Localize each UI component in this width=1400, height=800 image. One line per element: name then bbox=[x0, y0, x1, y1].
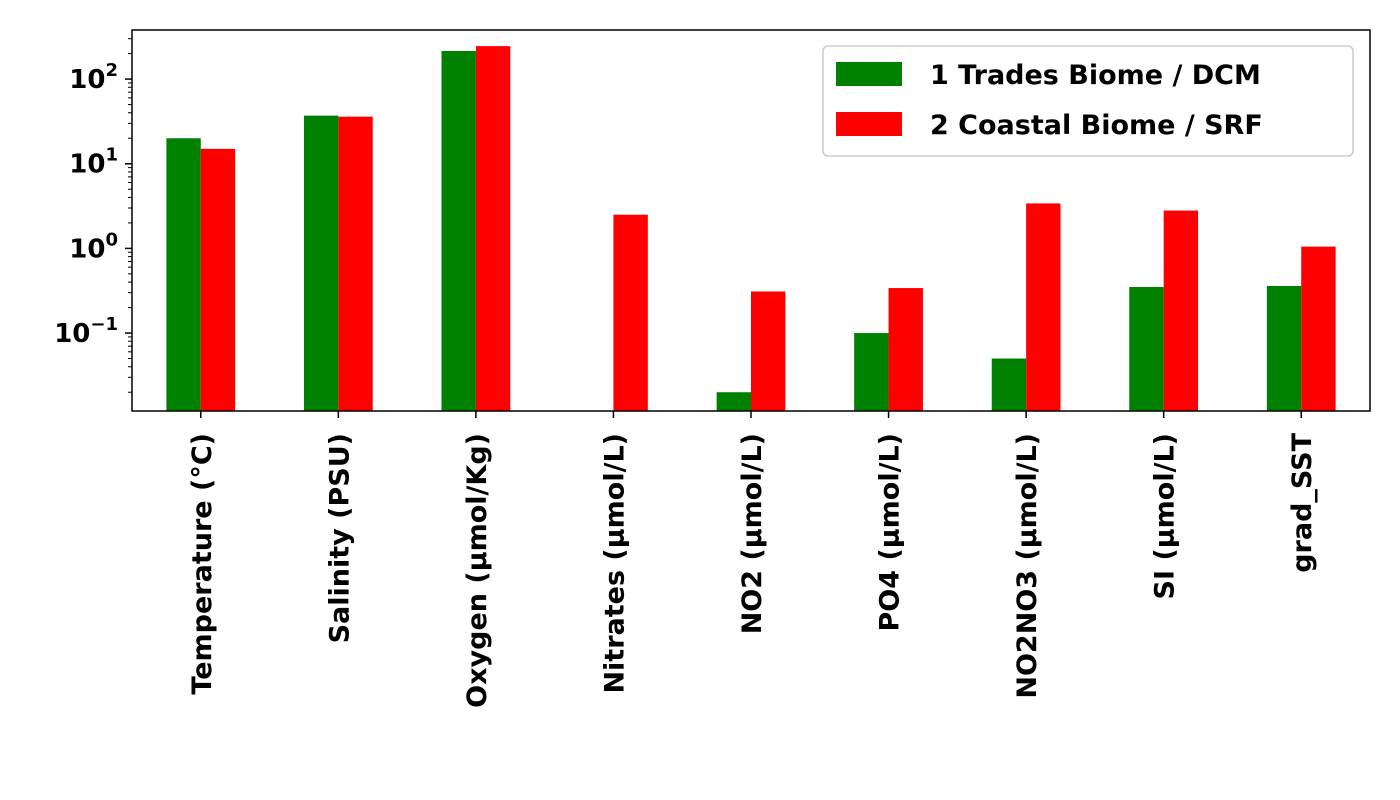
y-axis: 10−1 100 101 102 bbox=[54, 38, 132, 393]
bar-1-5 bbox=[716, 392, 751, 411]
bar-1-2 bbox=[303, 115, 339, 411]
x-category-label: Oxygen (μmol/Kg) bbox=[462, 433, 493, 708]
x-category-label: grad_SST bbox=[1287, 432, 1318, 572]
bar-1-1 bbox=[166, 138, 201, 412]
bar-2-4 bbox=[613, 214, 648, 411]
bar-1-7 bbox=[991, 358, 1027, 411]
legend-swatch-1 bbox=[836, 62, 902, 86]
x-category-label: Nitrates (μmol/L) bbox=[599, 433, 630, 694]
x-axis: Temperature (°C) Salinity (PSU) Oxygen (μm… bbox=[187, 411, 1318, 708]
y-tick-label: 102 bbox=[69, 60, 118, 95]
bar-1-3 bbox=[441, 50, 476, 411]
x-category-label: SI (μmol/L) bbox=[1150, 433, 1181, 599]
y-tick-label: 100 bbox=[69, 229, 118, 264]
x-category-label: NO2NO3 (μmol/L) bbox=[1012, 433, 1043, 699]
legend-label-1: 1 Trades Biome / DCM bbox=[930, 60, 1261, 91]
bar-2-7 bbox=[1026, 203, 1061, 411]
x-category-label: PO4 (μmol/L) bbox=[875, 433, 906, 631]
x-category-label: Salinity (PSU) bbox=[324, 433, 355, 643]
bar-1-9 bbox=[1266, 285, 1302, 411]
bar-1-6 bbox=[854, 333, 889, 411]
bar-2-3 bbox=[475, 46, 511, 412]
y-tick-label: 101 bbox=[69, 145, 118, 180]
bars-layer bbox=[166, 46, 1336, 412]
bar-2-5 bbox=[751, 291, 786, 411]
x-category-label: NO2 (μmol/L) bbox=[737, 433, 768, 634]
y-tick-label: 10−1 bbox=[54, 314, 118, 349]
bar-2-6 bbox=[888, 288, 923, 411]
legend-box bbox=[822, 45, 1354, 157]
bar-2-8 bbox=[1163, 210, 1199, 411]
bar-1-8 bbox=[1129, 286, 1164, 411]
plot-frame bbox=[131, 29, 1371, 412]
legend: 1 Trades Biome / DCM 2 Coastal Biome / SR… bbox=[822, 45, 1354, 157]
legend-label-2: 2 Coastal Biome / SRF bbox=[930, 110, 1263, 141]
bar-2-1 bbox=[200, 148, 236, 411]
bar-2-9 bbox=[1301, 246, 1336, 411]
bar-2-2 bbox=[338, 116, 373, 412]
legend-swatch-2 bbox=[836, 112, 902, 136]
x-category-label: Temperature (°C) bbox=[187, 433, 218, 695]
